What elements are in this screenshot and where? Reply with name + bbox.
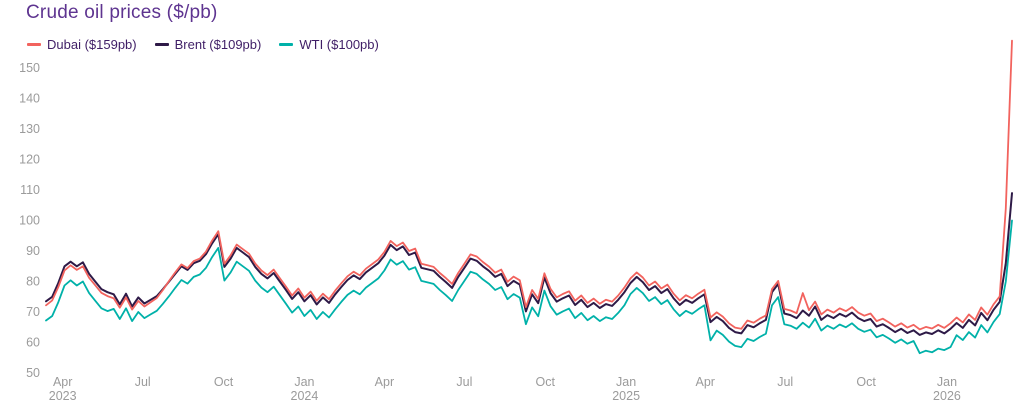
x-axis-tick-label: Jul xyxy=(135,375,151,389)
x-axis-year-label: 2024 xyxy=(291,389,319,403)
y-axis-tick-label: 70 xyxy=(26,305,40,319)
x-axis-tick-label: Apr xyxy=(696,375,715,389)
x-axis-tick-label: Apr xyxy=(375,375,394,389)
legend-item-brent: Brent ($109pb) xyxy=(154,37,262,52)
legend-label: Brent ($109pb) xyxy=(174,37,262,52)
y-axis-tick-label: 50 xyxy=(26,366,40,380)
y-axis-tick-label: 80 xyxy=(26,275,40,289)
x-axis-year-label: 2025 xyxy=(612,389,640,403)
legend-swatch-icon xyxy=(27,43,41,46)
y-axis-tick-label: 120 xyxy=(19,153,40,167)
x-axis-tick-label: Oct xyxy=(856,375,876,389)
x-axis-tick-label: Jan xyxy=(937,375,957,389)
x-axis-tick-label: Oct xyxy=(536,375,556,389)
series-line-wti xyxy=(45,219,1013,355)
y-axis-tick-label: 60 xyxy=(26,336,40,350)
y-axis-tick-label: 130 xyxy=(19,122,40,136)
legend-item-wti: WTI ($100pb) xyxy=(279,37,379,52)
x-axis-tick-label: Apr xyxy=(53,375,72,389)
y-axis-tick-label: 140 xyxy=(19,92,40,106)
legend-swatch-icon xyxy=(279,43,294,46)
x-axis-tick-label: Oct xyxy=(214,375,234,389)
series-line-brent xyxy=(45,192,1013,336)
x-axis-year-label: 2023 xyxy=(49,389,77,403)
legend-label: Dubai ($159pb) xyxy=(47,37,137,52)
legend-item-dubai: Dubai ($159pb) xyxy=(27,37,137,52)
chart-title: Crude oil prices ($/pb) xyxy=(26,2,218,23)
x-axis-tick-label: Jul xyxy=(777,375,793,389)
x-axis-year-label: 2026 xyxy=(933,389,961,403)
x-axis-tick-label: Jul xyxy=(456,375,472,389)
series-line-dubai xyxy=(45,39,1013,331)
y-axis-tick-label: 150 xyxy=(19,61,40,75)
y-axis-tick-label: 100 xyxy=(19,214,40,228)
chart-legend: Dubai ($159pb) Brent ($109pb) WTI ($100pb) xyxy=(27,37,379,52)
x-axis-tick-label: Jan xyxy=(616,375,636,389)
y-axis-tick-label: 110 xyxy=(20,183,40,197)
legend-label: WTI ($100pb) xyxy=(299,37,379,52)
x-axis-tick-label: Jan xyxy=(294,375,314,389)
y-axis-tick-label: 90 xyxy=(26,244,40,258)
legend-swatch-icon xyxy=(154,43,169,46)
